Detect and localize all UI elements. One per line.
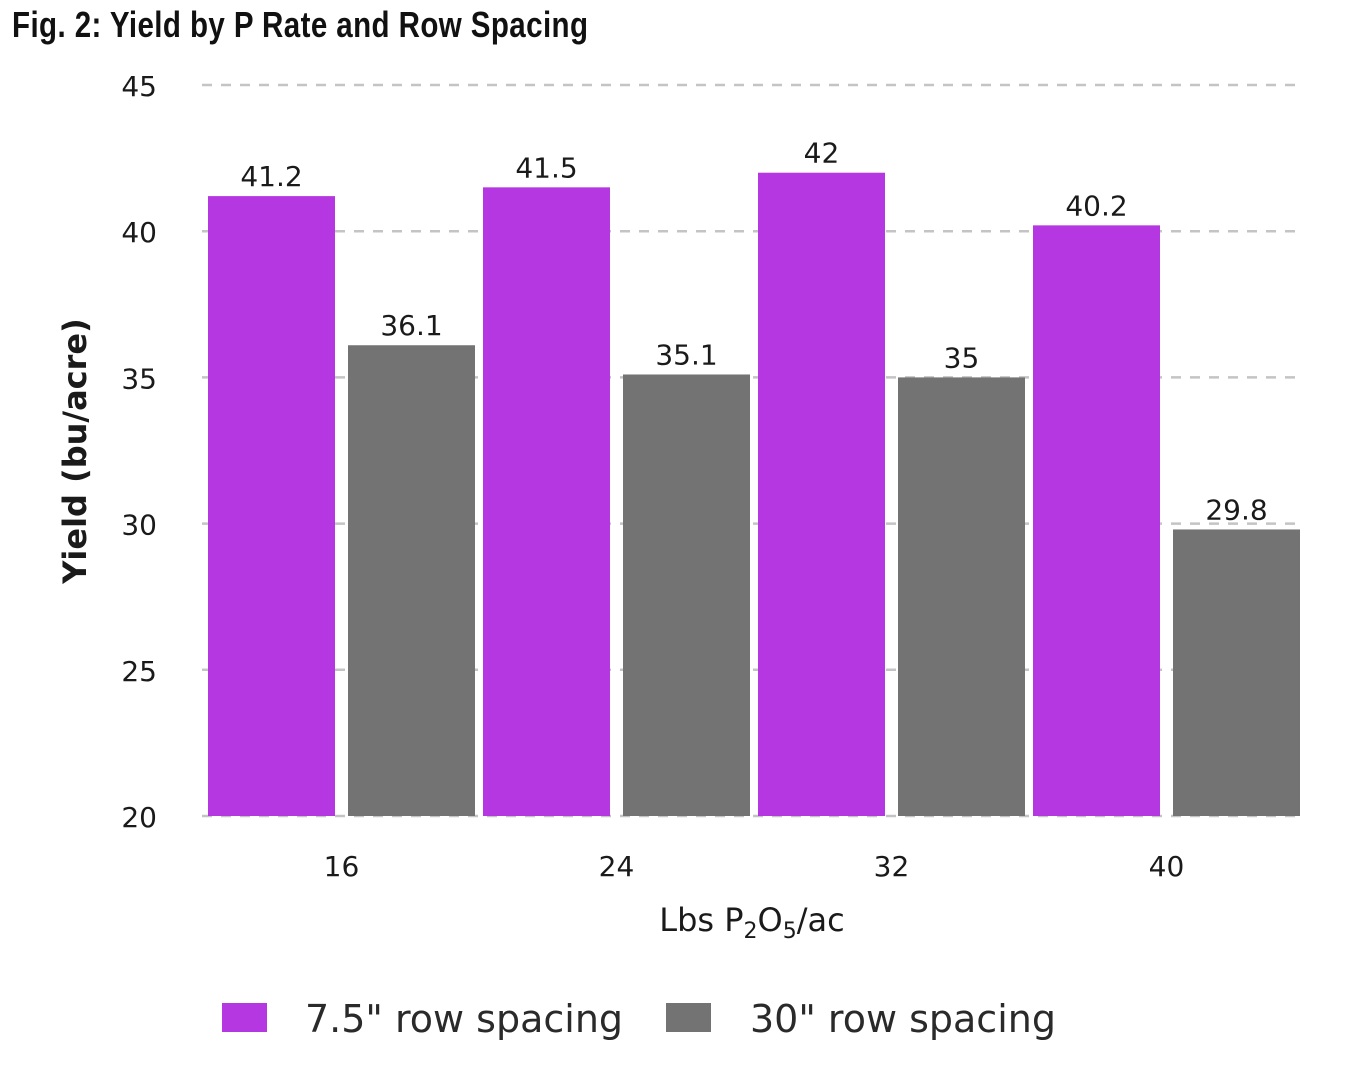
bar-wide-32	[898, 377, 1025, 816]
legend-swatch-wide	[666, 1003, 711, 1032]
y-tick-label-35: 35	[121, 362, 157, 395]
y-tick-label-45: 45	[121, 70, 157, 103]
y-tick-label-20: 20	[121, 801, 157, 834]
x-tick-label-32: 32	[874, 850, 910, 883]
data-label-narrow-40: 40.2	[1065, 189, 1127, 222]
bar-narrow-40	[1033, 225, 1160, 817]
y-tick-label-40: 40	[121, 216, 157, 249]
x-tick-label-24: 24	[599, 850, 635, 883]
y-tick-label-30: 30	[121, 509, 157, 542]
data-label-narrow-16: 41.2	[240, 160, 302, 193]
bar-narrow-24	[483, 187, 610, 817]
bar-narrow-32	[758, 172, 885, 817]
data-label-wide-40: 29.8	[1205, 493, 1267, 526]
data-label-wide-16: 36.1	[380, 309, 442, 342]
legend-swatch-narrow	[222, 1003, 267, 1032]
bar-wide-40	[1173, 529, 1300, 816]
legend-label-narrow: 7.5" row spacing	[305, 997, 623, 1041]
bar-wide-24	[623, 374, 750, 816]
x-tick-label-40: 40	[1149, 850, 1185, 883]
data-label-narrow-24: 41.5	[515, 151, 577, 184]
legend-label-wide: 30" row spacing	[750, 997, 1056, 1041]
bar-narrow-16	[208, 196, 335, 816]
x-axis-title: Lbs P2O5/ac	[659, 901, 844, 944]
data-label-wide-24: 35.1	[655, 338, 717, 371]
data-label-narrow-32: 42	[804, 137, 840, 170]
data-label-wide-32: 35	[944, 341, 980, 374]
y-tick-label-25: 25	[121, 655, 157, 688]
x-tick-label-16: 16	[324, 850, 360, 883]
chart-title: Fig. 2: Yield by P Rate and Row Spacing	[12, 4, 589, 45]
bar-wide-16	[348, 345, 475, 816]
y-axis-title: Yield (bu/acre)	[56, 318, 94, 585]
